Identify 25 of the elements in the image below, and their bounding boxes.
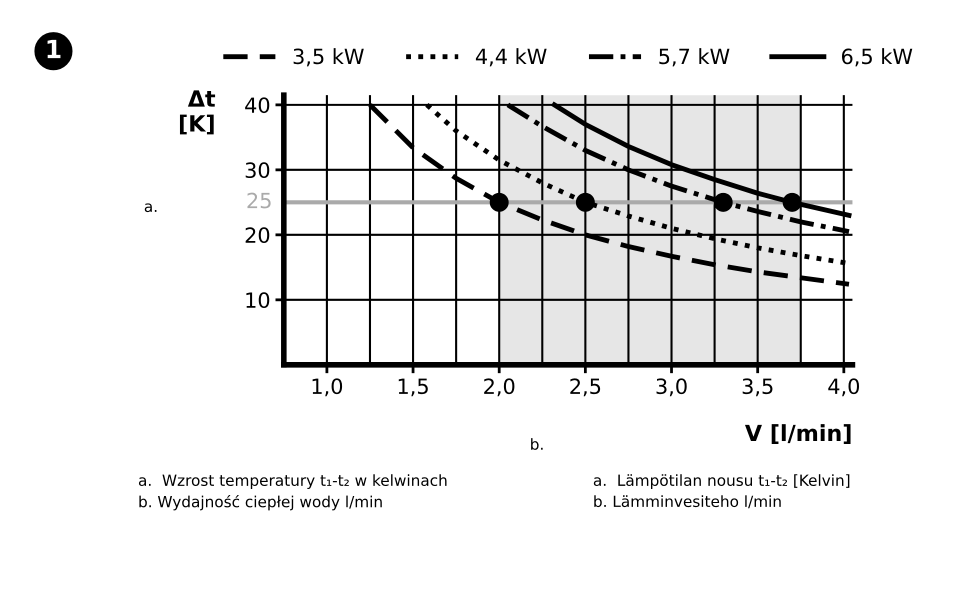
x-tick-label: 3,5 xyxy=(742,378,772,396)
y-axis-title: Δt [K] xyxy=(180,90,216,134)
text: b. Lämminvesiteho l/min xyxy=(594,495,781,508)
ref-line-label: 25 xyxy=(247,192,271,208)
y-tick-label: 20 xyxy=(246,227,270,244)
text: 1 xyxy=(48,40,60,58)
legend-label: 6,5 kW xyxy=(842,48,912,66)
legend-label: 3,5 kW xyxy=(294,48,364,66)
text: b. Wydajność ciepłej wody l/min xyxy=(139,494,382,510)
text: a. xyxy=(144,203,156,212)
x-tick-label: 4,0 xyxy=(828,378,860,396)
x-tick-label: 2,0 xyxy=(484,378,514,396)
x-tick-label: 1,5 xyxy=(398,378,428,396)
text: a. Wzrost temperatury t₁-t₂ w kelwinach xyxy=(138,474,446,489)
text: b. xyxy=(531,438,543,450)
y-tick-label: 30 xyxy=(246,162,270,178)
x-tick-label: 2,5 xyxy=(570,378,600,396)
x-tick-label: 1,0 xyxy=(312,378,342,396)
text: a. Lämpötilan nousu t₁-t₂ [Kelvin] xyxy=(594,474,850,489)
legend-label: 5,7 kW xyxy=(659,48,730,66)
y-tick-label: 40 xyxy=(245,97,270,114)
legend-label: 4,4 kW xyxy=(476,48,547,66)
x-axis-title: V [l/min] xyxy=(744,424,851,444)
y-tick-label: 10 xyxy=(246,292,270,308)
x-tick-label: 3,0 xyxy=(656,378,687,396)
